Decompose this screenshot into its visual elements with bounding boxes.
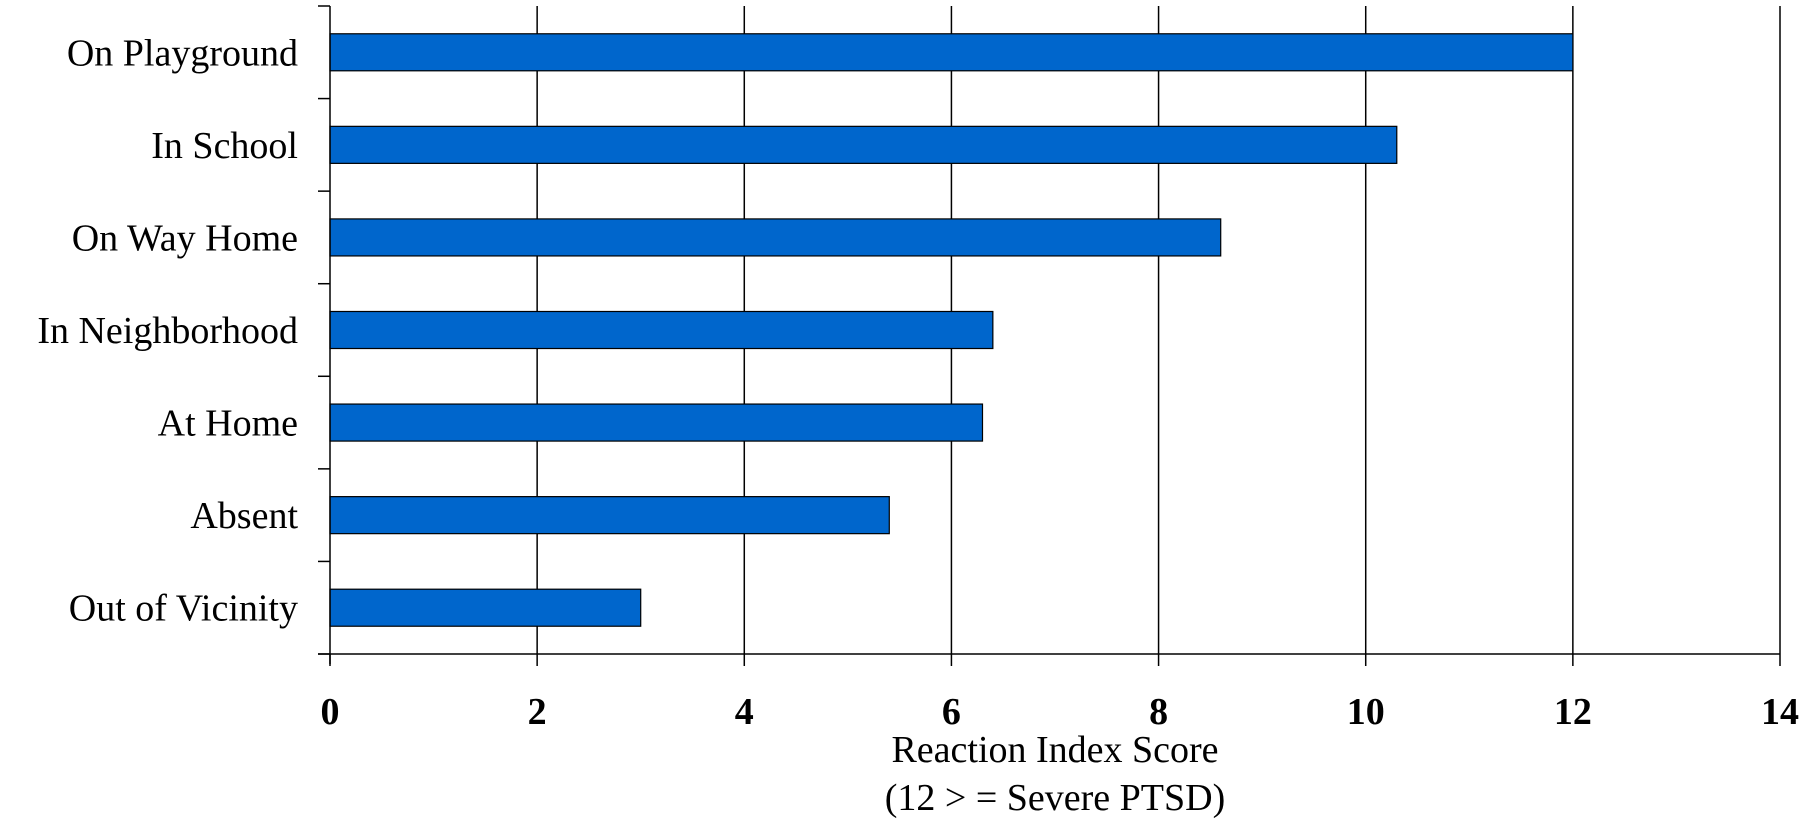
- x-axis-subtitle: (12 > = Severe PTSD): [885, 777, 1225, 819]
- category-label: On Playground: [67, 32, 298, 74]
- x-tick-label: 0: [321, 691, 340, 733]
- bar-in-school: [329, 125, 1398, 164]
- bar-out-of-vicinity: [329, 588, 642, 627]
- bar-at-home: [329, 403, 984, 442]
- x-tick-label: 12: [1554, 691, 1592, 733]
- x-tick-labels: 0 2 4 6 8 10 12 14: [321, 691, 1800, 733]
- category-label: At Home: [158, 403, 298, 445]
- category-labels: On Playground In School On Way Home In Neig…: [37, 32, 298, 629]
- bar-on-way-home: [329, 218, 1222, 257]
- category-label: On Way Home: [72, 217, 298, 259]
- axes: [318, 5, 1781, 666]
- x-tick-label: 10: [1347, 691, 1385, 733]
- category-label: Out of Vicinity: [69, 588, 298, 630]
- x-tick-label: 2: [528, 691, 547, 733]
- x-tick-label: 6: [942, 691, 961, 733]
- x-axis-title: Reaction Index Score: [891, 729, 1218, 771]
- bar-absent: [329, 496, 890, 535]
- bars: [329, 33, 1574, 627]
- category-label: In Neighborhood: [37, 310, 298, 352]
- bar-on-playground: [329, 33, 1574, 72]
- category-label: Absent: [190, 495, 298, 537]
- x-tick-label: 4: [735, 691, 754, 733]
- x-tick-label: 14: [1761, 691, 1799, 733]
- category-label: In School: [151, 125, 298, 167]
- bar-in-neighborhood: [329, 310, 994, 350]
- x-tick-label: 8: [1149, 691, 1168, 733]
